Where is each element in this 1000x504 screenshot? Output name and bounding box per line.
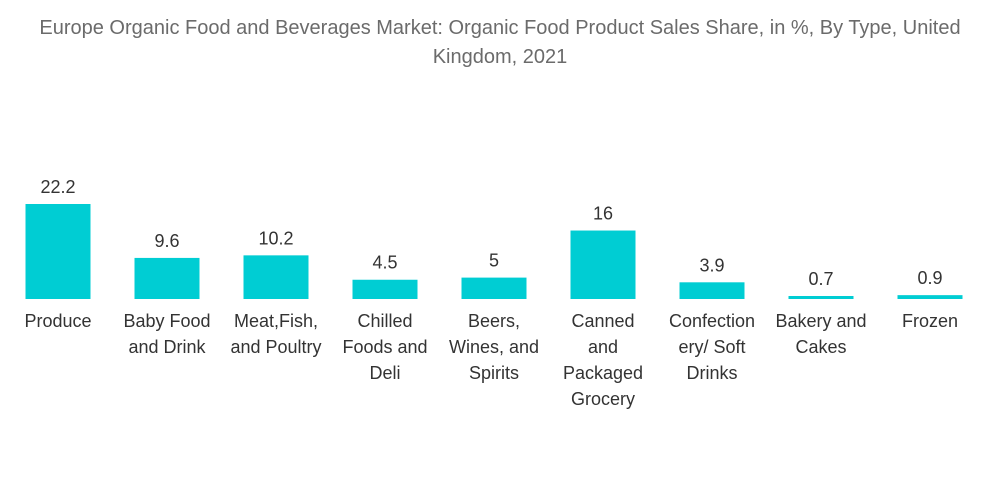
category-label-line: Chilled (357, 311, 412, 331)
value-label-5: 5 (489, 251, 499, 271)
bar-2 (134, 257, 200, 299)
category-label-line: and Drink (128, 337, 206, 357)
value-label-1: 22.2 (40, 177, 75, 197)
category-label-6: Canned and Packaged Grocery (563, 311, 643, 409)
category-label-line: Frozen (902, 311, 958, 331)
bar-5 (461, 277, 527, 299)
value-label-2: 9.6 (154, 231, 179, 251)
category-label-4: Chilled Foods and Deli (342, 311, 427, 383)
category-label-line: Grocery (571, 389, 635, 409)
value-label-8: 0.7 (808, 269, 833, 289)
category-label-5: Beers, Wines, and Spirits (449, 311, 539, 383)
bar-9 (897, 295, 963, 299)
category-label-2: Baby Food and Drink (123, 311, 210, 357)
category-label-line: Meat,Fish, (234, 311, 318, 331)
category-label-line: Drinks (686, 363, 737, 383)
value-label-9: 0.9 (917, 268, 942, 288)
bar-1 (25, 204, 91, 299)
category-label-line: and Poultry (230, 337, 321, 357)
category-label-9: Frozen (902, 311, 958, 331)
value-labels-group: 22.2 9.6 10.2 4.5 5 16 3.9 0.7 0.9 (40, 177, 942, 289)
bar-8 (788, 296, 854, 299)
category-label-1: Produce (24, 311, 91, 331)
category-label-line: Confection (669, 311, 755, 331)
category-label-7: Confection ery/ Soft Drinks (669, 311, 755, 383)
category-label-line: Wines, and (449, 337, 539, 357)
value-label-6: 16 (593, 204, 613, 224)
category-label-line: Produce (24, 311, 91, 331)
category-label-3: Meat,Fish, and Poultry (230, 311, 321, 357)
category-label-line: Canned (571, 311, 634, 331)
bar-3 (243, 255, 309, 299)
bar-4 (352, 279, 418, 299)
value-label-3: 10.2 (258, 228, 293, 248)
category-label-line: ery/ Soft (678, 337, 745, 357)
category-label-line: Beers, (468, 311, 520, 331)
chart-title: Europe Organic Food and Beverages Market… (39, 17, 961, 68)
category-label-line: Deli (369, 363, 400, 383)
category-label-line: Bakery and (775, 311, 866, 331)
bar-6 (570, 230, 636, 299)
value-label-7: 3.9 (699, 255, 724, 275)
category-label-line: Baby Food (123, 311, 210, 331)
category-label-8: Bakery and Cakes (775, 311, 866, 357)
category-labels-group: Produce Baby Food and Drink Meat,Fish, and P… (24, 311, 958, 409)
category-label-line: Spirits (469, 363, 519, 383)
category-label-line: and (588, 337, 618, 357)
category-label-line: Foods and (342, 337, 427, 357)
category-label-line: Packaged (563, 363, 643, 383)
bar-7 (679, 282, 745, 299)
category-label-line: Cakes (795, 337, 846, 357)
bars-group (25, 204, 963, 299)
value-label-4: 4.5 (372, 253, 397, 273)
